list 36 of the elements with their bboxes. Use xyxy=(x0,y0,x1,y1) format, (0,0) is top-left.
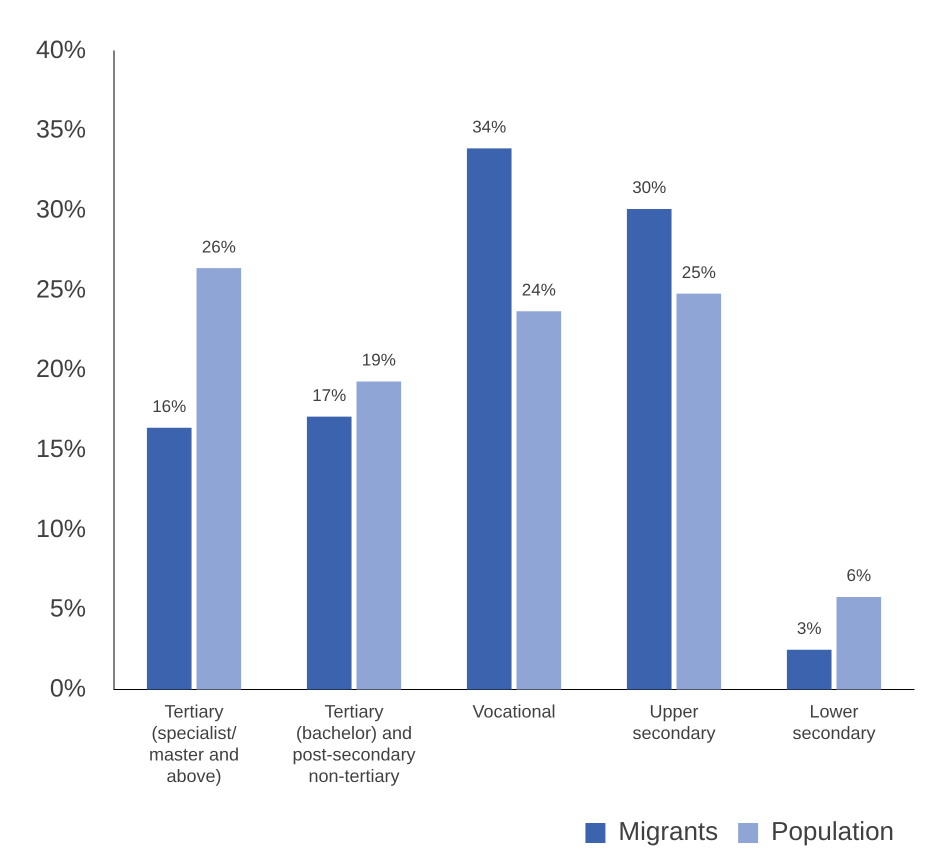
y-tick-label: 35% xyxy=(36,116,86,144)
x-tick-label: Upper secondary xyxy=(632,701,716,743)
y-tick-label: 25% xyxy=(36,275,86,304)
data-label: 26% xyxy=(202,237,236,256)
data-label: 3% xyxy=(796,618,822,638)
data-label: 24% xyxy=(522,280,556,300)
bar xyxy=(626,209,672,690)
y-tick-label: 15% xyxy=(36,435,86,464)
y-tick-label: 40% xyxy=(36,36,86,64)
y-tick-label: 0% xyxy=(50,674,86,702)
data-label: 17% xyxy=(312,386,346,405)
x-tick-label: Tertiary (bachelor) and post-secondary non-tertiary xyxy=(292,701,416,786)
legend-label: Migrants xyxy=(618,816,718,846)
x-tick-label: Tertiary (specialist/ master and above) xyxy=(149,701,240,786)
bar xyxy=(676,294,722,690)
data-label: 34% xyxy=(472,118,506,137)
bar xyxy=(516,311,562,690)
legend-label: Population xyxy=(771,816,894,846)
data-label: 30% xyxy=(632,178,666,198)
bar xyxy=(196,268,242,690)
bar xyxy=(836,597,882,690)
x-tick-label: Vocational xyxy=(472,701,556,722)
bar xyxy=(356,381,402,690)
y-tick-label: 5% xyxy=(50,594,86,623)
x-tick-label: Lower secondary xyxy=(792,701,876,743)
bar xyxy=(786,650,832,690)
data-label: 19% xyxy=(362,350,396,370)
y-tick-label: 10% xyxy=(36,514,86,543)
y-tick-label: 20% xyxy=(36,355,86,384)
bar xyxy=(306,416,352,690)
y-tick-label: 30% xyxy=(36,196,86,224)
data-label: 16% xyxy=(152,396,186,416)
bar xyxy=(146,428,192,690)
data-label: 25% xyxy=(682,262,716,282)
data-label: 6% xyxy=(846,566,872,586)
bar xyxy=(466,148,512,690)
